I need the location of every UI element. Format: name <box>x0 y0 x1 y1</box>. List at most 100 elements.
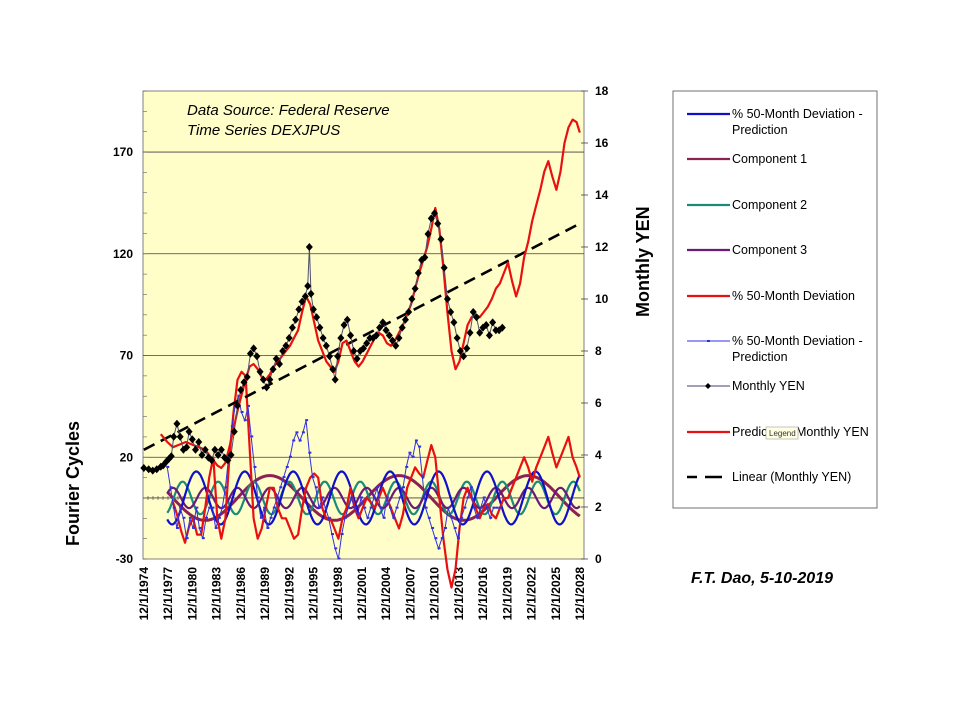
deviation-prediction-marker <box>343 516 347 519</box>
deviation-prediction-marker <box>175 526 179 529</box>
monthly-yen-marker <box>414 269 422 277</box>
monthly-yen-marker <box>288 323 296 332</box>
monthly-yen-marker <box>469 308 477 316</box>
series-linear-monthly-yen <box>143 222 581 451</box>
monthly-yen-marker <box>269 365 277 374</box>
monthly-yen-marker <box>437 235 445 244</box>
monthly-yen-marker <box>309 305 317 314</box>
monthly-yen-marker <box>485 331 493 340</box>
deviation-prediction-marker <box>453 526 457 529</box>
deviation-prediction-marker <box>492 506 496 509</box>
deviation-prediction-marker <box>295 431 299 434</box>
monthly-yen-marker <box>489 318 497 327</box>
monthly-yen-marker <box>401 315 409 324</box>
monthly-yen-marker <box>460 352 468 361</box>
monthly-yen-marker <box>275 360 283 368</box>
deviation-prediction-marker <box>463 506 467 509</box>
monthly-yen-marker <box>443 295 451 303</box>
series-pct-50-month-deviation-prediction-monthly <box>166 396 500 560</box>
monthly-yen-marker <box>250 344 258 353</box>
monthly-yen-marker <box>350 347 358 355</box>
monthly-yen-marker <box>316 323 324 332</box>
x-tick-label: 12/1/2013 <box>452 567 466 621</box>
monthly-yen-marker <box>347 331 355 340</box>
x-tick-label: 12/1/2025 <box>549 567 563 621</box>
deviation-prediction-marker <box>382 516 386 519</box>
deviation-prediction-marker <box>298 439 302 442</box>
legend-entry: Component 3 <box>687 243 807 257</box>
deviation-prediction-marker <box>482 496 486 499</box>
monthly-yen-marker <box>263 383 271 392</box>
monthly-yen-marker <box>326 352 334 361</box>
monthly-yen-marker <box>427 214 435 223</box>
deviation-prediction-marker <box>308 451 312 454</box>
legend-tooltip: Legend <box>765 426 799 440</box>
deviation-prediction-marker <box>266 526 270 529</box>
monthly-yen-marker <box>395 334 403 342</box>
monthly-yen-marker <box>195 438 203 446</box>
annotation-line-1: Data Source: Federal Reserve <box>187 102 390 119</box>
deviation-prediction-marker <box>473 506 477 509</box>
deviation-prediction-marker <box>288 455 292 458</box>
x-tick-label: 12/1/1986 <box>234 567 248 621</box>
monthly-yen-marker <box>188 435 196 444</box>
monthly-yen-marker <box>227 451 235 459</box>
deviation-prediction-marker <box>230 425 234 428</box>
monthly-yen-marker <box>363 339 371 348</box>
monthly-yen-marker <box>440 263 448 272</box>
monthly-yen-marker <box>424 230 432 238</box>
right-tick-label: 14 <box>595 188 609 202</box>
deviation-prediction-marker <box>195 506 199 509</box>
deviation-prediction-marker <box>356 512 360 515</box>
legend-label: Component 3 <box>732 243 807 257</box>
left-tick-label: 120 <box>113 247 133 261</box>
deviation-prediction-marker <box>418 445 422 448</box>
deviation-prediction-marker <box>201 537 205 540</box>
monthly-yen-marker <box>295 305 303 314</box>
monthly-yen-marker <box>176 432 184 441</box>
left-tick-label: 20 <box>120 450 134 464</box>
monthly-yen-marker <box>447 308 455 316</box>
deviation-prediction-marker <box>376 486 380 489</box>
deviation-prediction-marker <box>272 506 276 509</box>
left-axis: -30 20 70 120 170 <box>113 90 147 566</box>
deviation-prediction-marker <box>211 506 215 509</box>
monthly-yen-marker <box>285 334 293 342</box>
deviation-prediction-marker <box>485 506 489 509</box>
deviation-prediction-marker <box>385 496 389 499</box>
right-axis: 0 2 4 6 8 10 12 14 16 18 <box>581 84 609 566</box>
monthly-yen-marker <box>266 375 274 384</box>
legend-label: Component 1 <box>732 152 807 166</box>
deviation-prediction-marker <box>224 486 228 489</box>
deviation-prediction-marker <box>321 496 325 499</box>
deviation-prediction-marker <box>431 526 435 529</box>
legend-entry: Monthly YEN <box>687 379 805 393</box>
legend-label-line-2: Prediction <box>732 123 788 137</box>
deviation-prediction-marker <box>489 516 493 519</box>
deviation-prediction-marker <box>330 533 334 536</box>
deviation-prediction-marker <box>434 537 438 540</box>
right-tick-label: 12 <box>595 240 609 254</box>
right-tick-label: 10 <box>595 292 609 306</box>
legend-entry: % 50-Month Deviation - Prediction <box>687 334 863 364</box>
deviation-prediction-marker <box>276 496 280 499</box>
left-tick-label: -30 <box>116 552 134 566</box>
deviation-prediction-marker <box>398 496 402 499</box>
monthly-yen-marker <box>337 334 345 342</box>
deviation-prediction-marker <box>221 506 225 509</box>
deviation-prediction-marker <box>353 506 357 509</box>
deviation-prediction-marker <box>437 547 441 550</box>
left-tick-label: 70 <box>120 349 134 363</box>
deviation-prediction-marker <box>402 486 406 489</box>
deviation-prediction-marker <box>369 506 373 509</box>
monthly-yen-marker <box>353 354 361 363</box>
legend-entry: % 50-Month Deviation <box>687 289 855 303</box>
deviation-prediction-marker <box>366 516 370 519</box>
monthly-yen-marker <box>463 344 471 353</box>
deviation-prediction-marker <box>305 419 309 422</box>
legend-label: Predic <box>732 425 767 439</box>
monthly-yen-marker <box>298 297 306 306</box>
deviation-prediction-marker <box>450 516 454 519</box>
series-pct-50-month-deviation <box>171 370 581 589</box>
monthly-yen-marker <box>240 378 248 387</box>
